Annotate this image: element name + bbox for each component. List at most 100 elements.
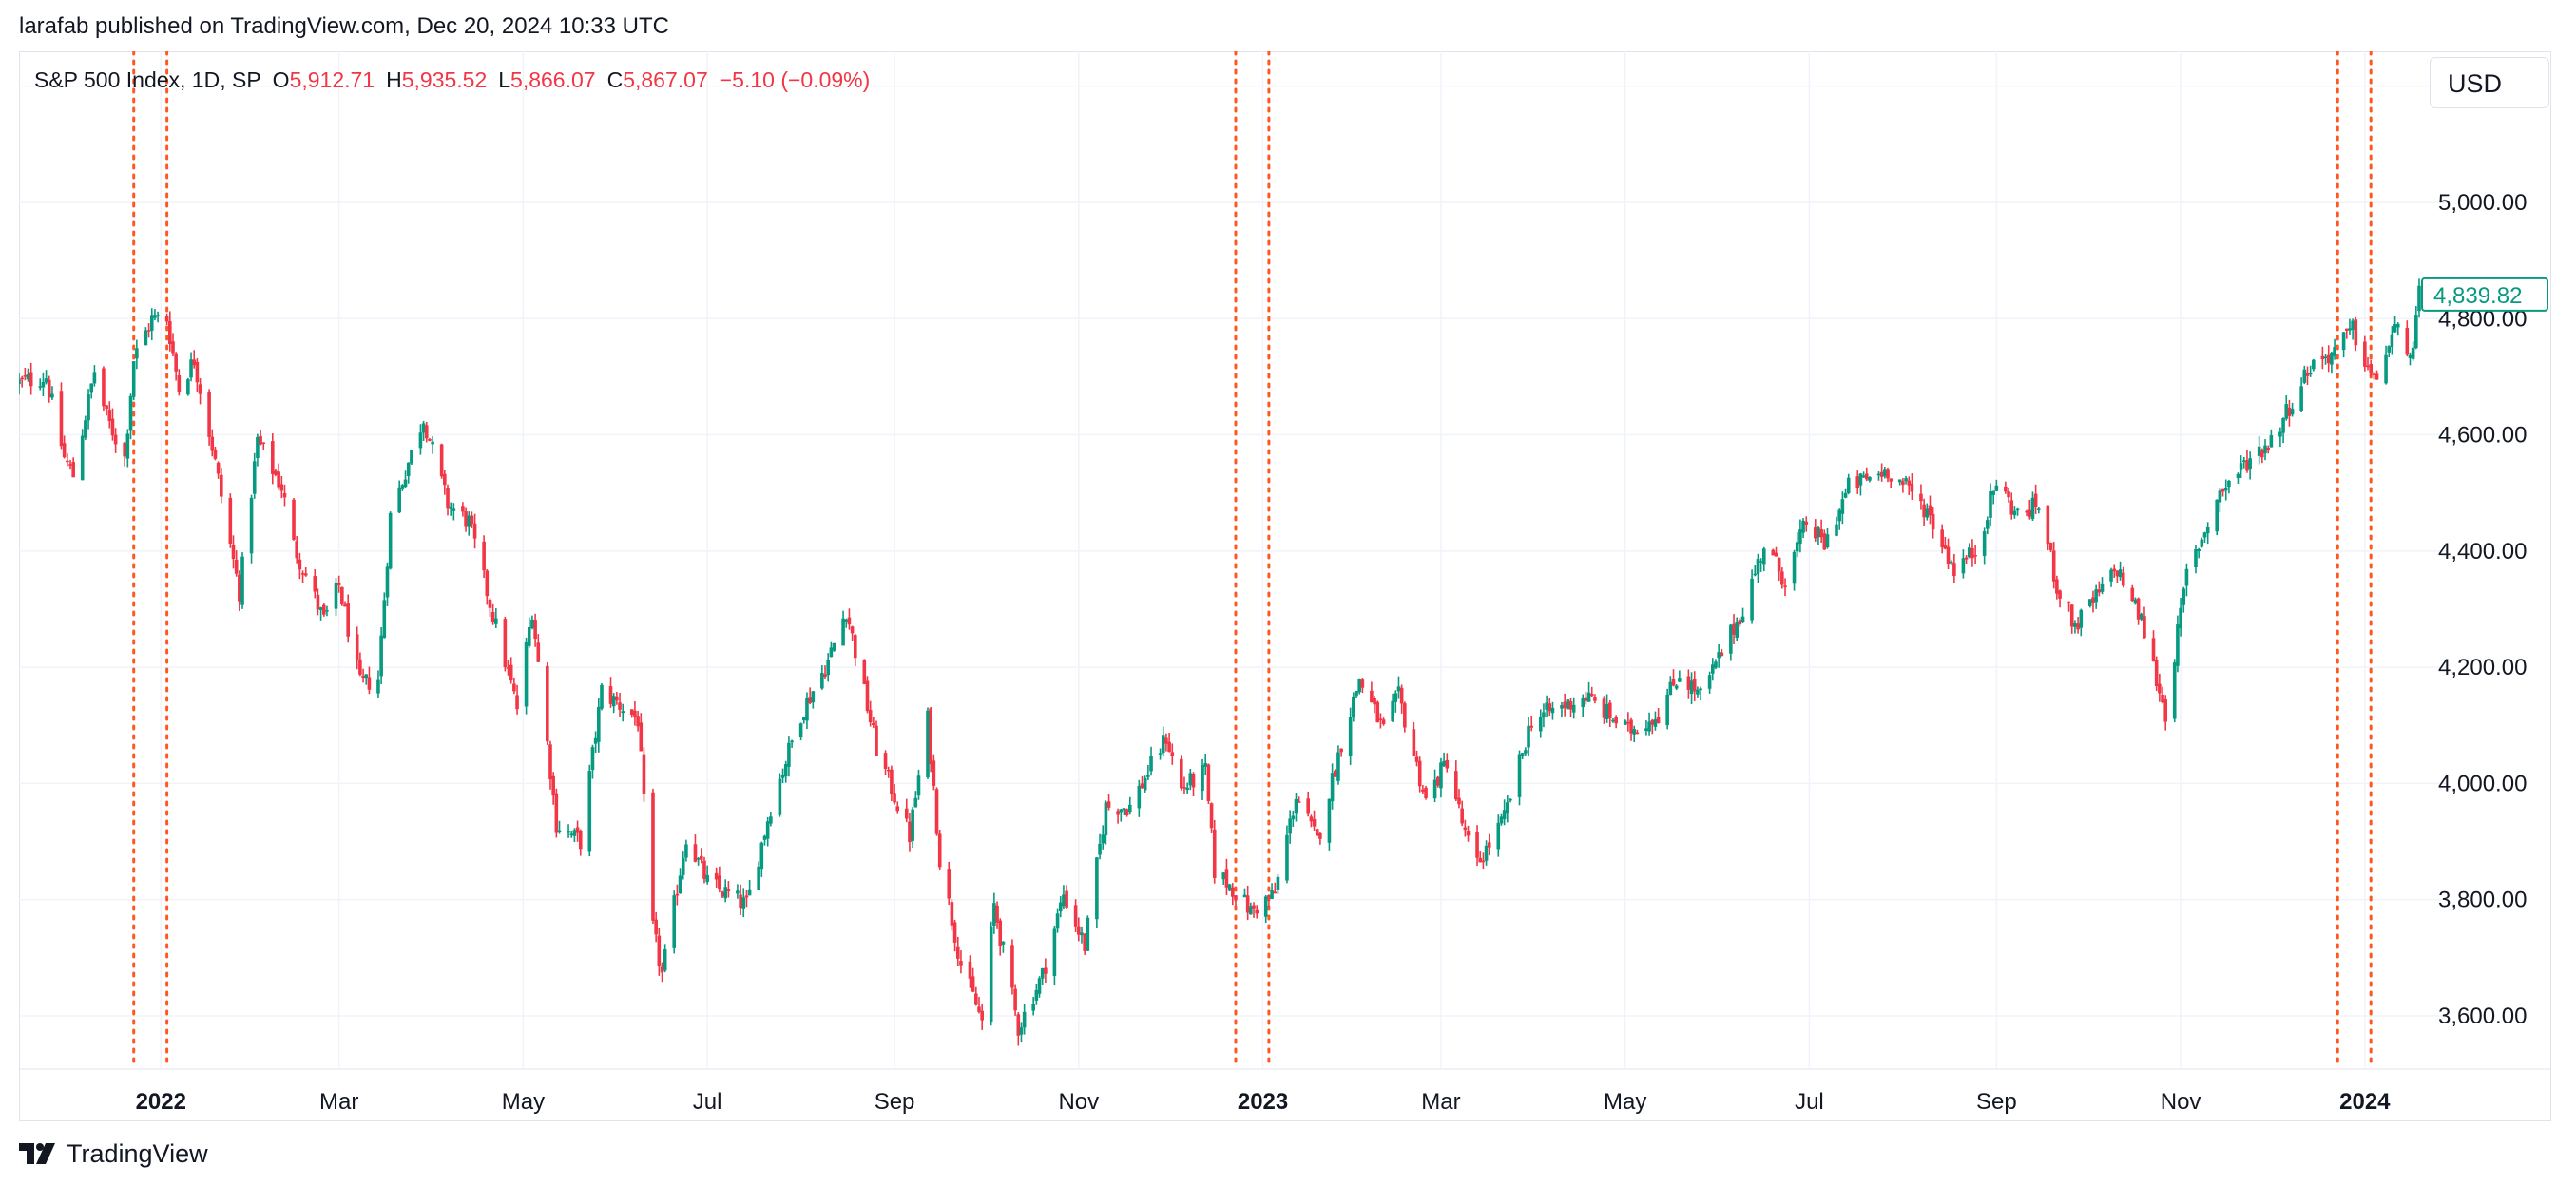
candle [1548, 698, 1552, 717]
candle-body [1614, 717, 1618, 724]
candle [1221, 871, 1226, 885]
candle-body [1919, 493, 1923, 502]
candle [421, 420, 426, 441]
candle-body [1608, 702, 1612, 719]
candle-body [316, 594, 320, 610]
candle [705, 865, 709, 885]
candle-body [2278, 431, 2282, 437]
candle-body [1589, 693, 1594, 697]
candle-body [530, 619, 534, 629]
candle-body [2326, 354, 2331, 364]
candle [1584, 691, 1588, 705]
candle-body [1466, 831, 1471, 836]
footer-brand[interactable]: TradingView [19, 1137, 208, 1171]
candle [1901, 477, 1905, 493]
candle [1315, 828, 1319, 837]
candle-body [2239, 463, 2243, 470]
candle-body [1221, 872, 1226, 880]
candle-body [1442, 760, 1446, 767]
candle [2118, 561, 2123, 581]
candle-body [234, 559, 239, 574]
candle [693, 834, 698, 863]
candle-body [1249, 906, 1253, 915]
candle [1263, 894, 1268, 924]
candle [503, 616, 508, 672]
candle-body [2395, 323, 2400, 328]
candle [439, 443, 444, 479]
candle-body [2202, 532, 2207, 538]
candle-body [950, 902, 954, 926]
candle-body [1399, 687, 1404, 704]
candle-body [1644, 728, 1648, 731]
candle [1360, 678, 1365, 694]
candle-body [929, 708, 932, 764]
price-chart[interactable]: 3,600.00 3,800.00 4,000.00 4,200.00 4,400.00… [19, 51, 2551, 1121]
candle-body [177, 374, 182, 392]
candle-body [757, 866, 760, 890]
candle [721, 890, 724, 898]
candle-body [2025, 510, 2028, 513]
candle [66, 453, 69, 467]
candle [334, 578, 338, 617]
candle-body [379, 635, 383, 677]
candle-body [2372, 373, 2376, 375]
candle [783, 760, 788, 783]
candle [2133, 597, 2138, 605]
candle-body [1245, 895, 1250, 913]
candle [681, 851, 685, 880]
candle [1212, 819, 1217, 884]
candle [1524, 747, 1528, 756]
symbol-label[interactable]: S&P 500 Index, 1D, SP [34, 67, 261, 92]
candle-body [1062, 894, 1066, 907]
candle-body [1224, 869, 1229, 888]
candle [1203, 754, 1208, 775]
candle-body [1312, 818, 1317, 827]
candle-body [292, 499, 296, 540]
candle [875, 720, 878, 757]
candle-body [618, 702, 622, 710]
candle [470, 511, 474, 529]
candle-body [125, 433, 130, 459]
candle [231, 535, 236, 569]
candle-body [805, 698, 809, 721]
candle [642, 747, 646, 802]
candle-body [1209, 803, 1214, 829]
candle-body [2302, 369, 2307, 383]
candle [216, 461, 221, 479]
candle-body [2161, 694, 2164, 703]
candle-body [1019, 1027, 1024, 1035]
candle-body [1861, 475, 1866, 478]
candle-body [2299, 386, 2303, 411]
candle-body [811, 691, 816, 703]
price-tick-label: 5,000.00 [2438, 190, 2527, 216]
candle-body [1391, 700, 1394, 722]
candle [1463, 819, 1468, 837]
price-axis[interactable]: 3,600.00 3,800.00 4,000.00 4,200.00 4,400.00… [2438, 74, 2527, 1029]
candle [1550, 701, 1555, 720]
candle-body [1837, 509, 1841, 522]
candle [2351, 318, 2355, 340]
candle [2390, 326, 2394, 355]
time-tick-label: Sep [1976, 1089, 2017, 1115]
currency-button[interactable]: USD [2430, 57, 2549, 108]
candle-body [44, 378, 48, 383]
candle [376, 670, 380, 698]
candle-body [1714, 661, 1718, 668]
candle-body [1753, 573, 1758, 576]
candle-body [937, 833, 942, 868]
candle-body [726, 889, 731, 891]
candle [1801, 518, 1805, 539]
candle [702, 856, 706, 884]
candle [660, 962, 664, 983]
candle [826, 653, 830, 682]
candle-body [2076, 623, 2080, 630]
candle-body [1158, 753, 1163, 755]
time-axis[interactable]: 2022 Mar May Jul Sep Nov 2023 Mar May Jul Sep Nov 20… [19, 1068, 2551, 1115]
candle [2184, 563, 2189, 597]
candle-body [41, 381, 46, 388]
tradingview-logo-icon [19, 1143, 55, 1164]
candle-body [1650, 720, 1655, 725]
candle-body [934, 789, 939, 834]
candle [2326, 345, 2331, 373]
candle-body [1294, 798, 1298, 814]
